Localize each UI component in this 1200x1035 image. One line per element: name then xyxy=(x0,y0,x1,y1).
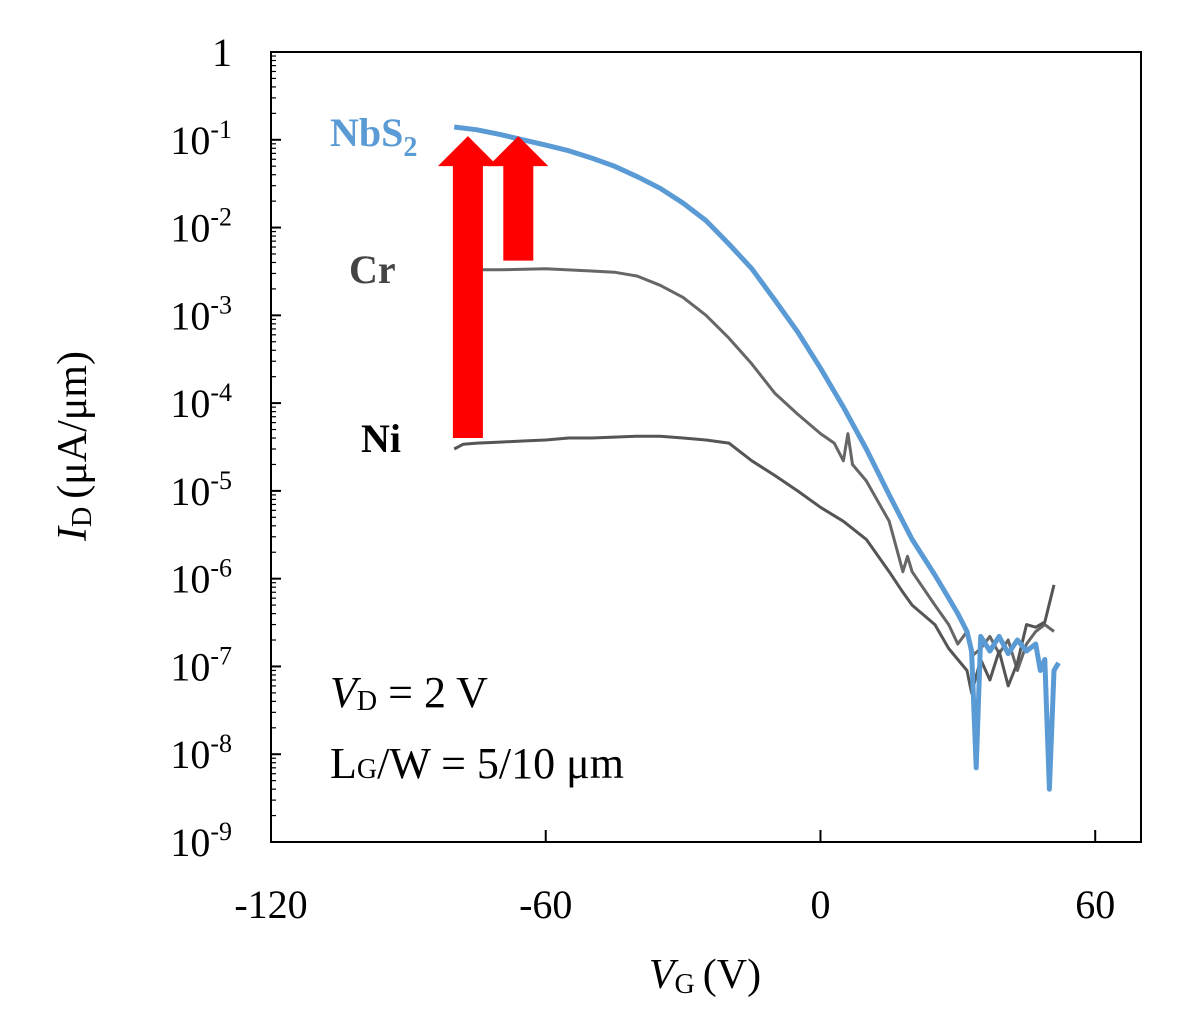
y-tick-label: 10-4 xyxy=(170,378,232,426)
y-axis-title-sub: D xyxy=(67,507,98,527)
improvement-arrow xyxy=(437,136,498,438)
y-tick-label-base: 10 xyxy=(170,118,210,163)
series-line-ni xyxy=(453,434,1056,695)
series-label-nbs2-sub: 2 xyxy=(403,132,417,163)
x-axis-title-sub: G xyxy=(675,969,695,1000)
y-tick-label-base: 10 xyxy=(170,820,210,865)
y-tick-label-exponent: -9 xyxy=(210,817,232,846)
y-tick-label-base: 10 xyxy=(170,293,210,338)
y-tick-label: 10-8 xyxy=(170,729,232,777)
x-axis-title-unit: (V) xyxy=(703,952,761,998)
y-tick-label-base: 10 xyxy=(170,206,210,251)
annotation-gate-geometry: LG/W = 5/10 μm xyxy=(330,739,624,788)
y-tick-label-base: 1 xyxy=(212,30,232,75)
y-tick-label-exponent: -6 xyxy=(210,554,232,583)
y-tick-label-exponent: -8 xyxy=(210,729,232,758)
y-tick-label-base: 10 xyxy=(170,381,210,426)
series-line-cr xyxy=(454,267,1055,672)
x-axis-title: VG (V) xyxy=(649,952,761,1000)
annotation-lgw-main: L xyxy=(330,739,357,788)
y-tick-label-exponent: -2 xyxy=(210,203,232,232)
y-tick-label-exponent: -1 xyxy=(210,115,232,144)
y-tick-label: 10-6 xyxy=(170,554,232,602)
y-axis-ticks: 110-110-210-310-410-510-610-710-810-9 xyxy=(170,30,281,865)
y-tick-label-exponent: -3 xyxy=(210,290,232,319)
y-minor-ticks xyxy=(271,55,276,817)
x-axis-ticks: -120 -60 0 60 xyxy=(234,830,1115,927)
annotation-vd-rest: = 2 V xyxy=(377,668,488,717)
annotation-vd-symbol: V xyxy=(330,668,362,717)
y-tick-label-base: 10 xyxy=(170,557,210,602)
y-axis-title-symbol: I xyxy=(50,525,96,542)
annotation-lgw-rest: /W = 5/10 μm xyxy=(377,739,624,788)
y-tick-label: 10-1 xyxy=(170,115,232,163)
annotation-vd-sub: D xyxy=(357,686,377,717)
y-tick-label: 10-9 xyxy=(170,817,232,865)
y-tick-label: 1 xyxy=(212,30,232,75)
x-tick-label: -60 xyxy=(519,882,572,927)
y-tick-label-exponent: -4 xyxy=(210,378,232,407)
y-axis-title: ID (μA/μm) xyxy=(50,351,98,542)
series-layer xyxy=(453,124,1061,792)
y-tick-label-exponent: -5 xyxy=(210,466,232,495)
y-tick-label: 10-3 xyxy=(170,290,232,338)
y-tick-label-base: 10 xyxy=(170,469,210,514)
series-label-nbs2-main: NbS xyxy=(330,110,403,155)
series-label-ni: Ni xyxy=(361,416,401,461)
y-tick-label: 10-5 xyxy=(170,466,232,514)
improvement-arrow xyxy=(488,136,549,261)
y-axis-title-unit: (μA/μm) xyxy=(50,351,96,499)
x-tick-label: -120 xyxy=(234,882,307,927)
x-tick-label: 60 xyxy=(1075,882,1115,927)
series-line-nbs2 xyxy=(453,124,1061,792)
x-axis-title-symbol: V xyxy=(649,952,679,998)
y-tick-label: 10-7 xyxy=(170,641,232,689)
x-tick-label: 0 xyxy=(810,882,830,927)
y-tick-label-base: 10 xyxy=(170,732,210,777)
y-tick-label-exponent: -7 xyxy=(210,641,232,670)
arrow-layer xyxy=(437,136,549,438)
y-tick-label: 10-2 xyxy=(170,203,232,251)
plot-frame xyxy=(270,51,1142,843)
series-label-cr: Cr xyxy=(349,247,396,292)
series-label-nbs2: NbS2 xyxy=(330,110,417,163)
annotation-drain-voltage: VD = 2 V xyxy=(330,668,488,717)
annotation-lgw-sub: G xyxy=(357,754,377,785)
y-tick-label-base: 10 xyxy=(170,644,210,689)
